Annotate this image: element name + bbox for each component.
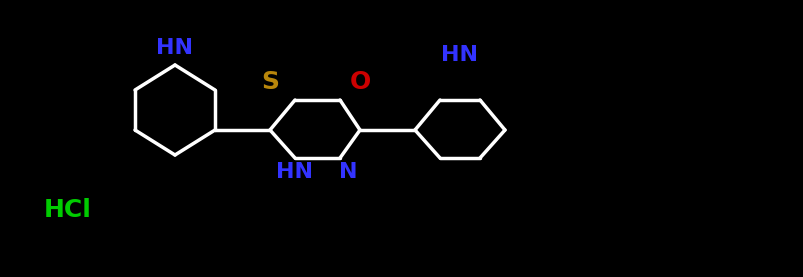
Text: HN: HN [276,162,313,182]
Text: S: S [261,70,279,94]
Text: HN: HN [157,38,194,58]
Text: HN: HN [441,45,478,65]
Text: O: O [349,70,370,94]
Text: HCl: HCl [44,198,92,222]
Text: N: N [338,162,357,182]
